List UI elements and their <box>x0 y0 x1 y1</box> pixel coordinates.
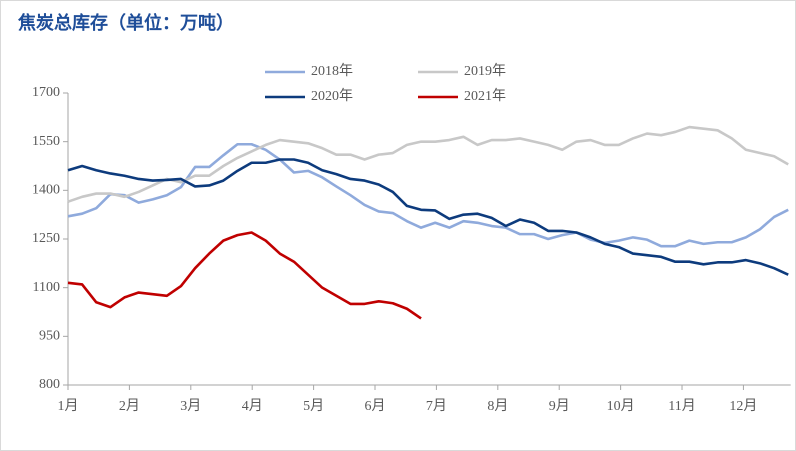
x-tick-label: 12月 <box>729 398 757 414</box>
x-tick-label: 3月 <box>180 398 201 414</box>
legend-label: 2019年 <box>464 63 506 79</box>
chart-title: 焦炭总库存（单位：万吨） <box>17 12 234 34</box>
x-tick-label: 4月 <box>242 398 263 414</box>
y-tick-label: 1250 <box>32 231 60 246</box>
legend-label: 2021年 <box>464 88 506 104</box>
x-tick-label: 6月 <box>365 398 386 414</box>
x-tick-label: 9月 <box>549 398 570 414</box>
series-line <box>67 158 789 276</box>
y-tick-label: 1550 <box>32 134 60 149</box>
y-tick-label: 800 <box>39 377 60 392</box>
series-line <box>67 231 422 320</box>
series-line <box>67 142 789 248</box>
legend-label: 2018年 <box>311 63 353 79</box>
x-tick-label: 8月 <box>487 398 508 414</box>
y-tick-label: 1100 <box>33 280 60 295</box>
y-tick-label: 1700 <box>32 85 60 100</box>
y-tick-label: 1400 <box>32 183 60 198</box>
legend-label: 2020年 <box>311 88 353 104</box>
x-tick-label: 10月 <box>607 398 635 414</box>
x-tick-label: 7月 <box>426 398 447 414</box>
x-tick-label: 5月 <box>303 398 324 414</box>
x-tick-label: 11月 <box>668 398 695 414</box>
x-tick-label: 1月 <box>58 398 79 414</box>
x-tick-label: 2月 <box>119 398 140 414</box>
y-tick-label: 950 <box>39 329 60 344</box>
series-line <box>67 125 789 203</box>
